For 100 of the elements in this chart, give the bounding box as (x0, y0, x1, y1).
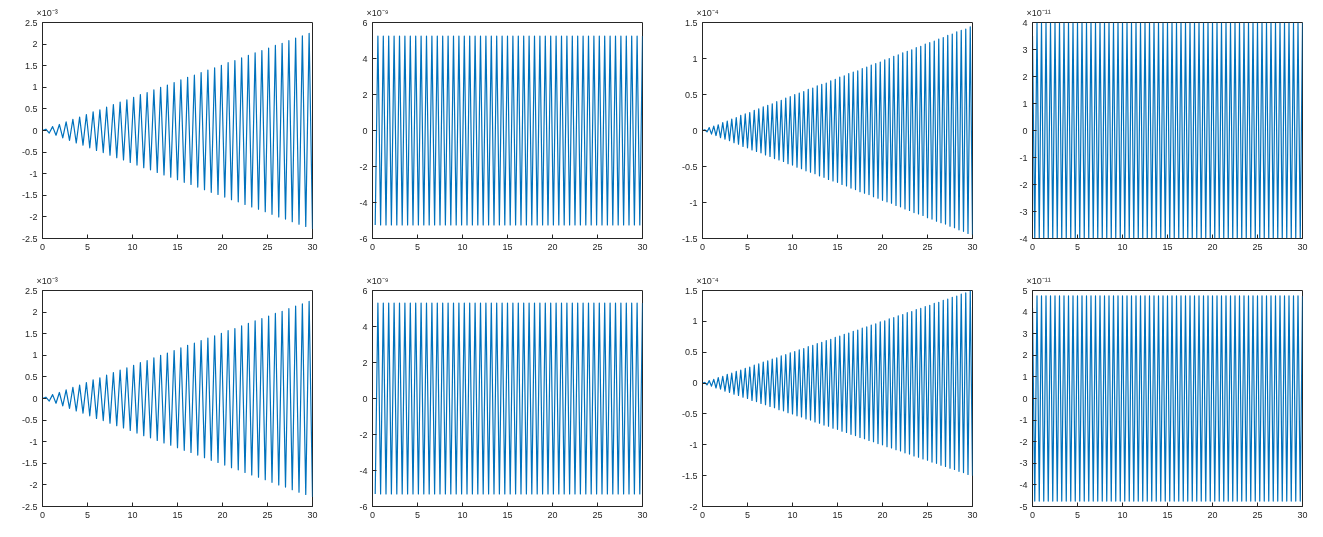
x-tick-label: 30 (307, 509, 318, 520)
x-tick-label: 5 (745, 509, 751, 520)
y-tick-label: 0 (362, 393, 368, 404)
x-tick-label: 20 (217, 241, 228, 252)
text: ×10⁻³ (36, 275, 58, 286)
x-tick-label: 0 (370, 509, 376, 520)
x-tick-label: 15 (172, 509, 183, 520)
y-tick-label: 4 (362, 321, 368, 332)
text: ×10⁻⁴ (696, 7, 719, 18)
x-tick-label: 30 (307, 241, 318, 252)
x-tick-label: 20 (1207, 241, 1218, 252)
x-tick-label: 25 (262, 509, 273, 520)
x-tick-label: 0 (370, 241, 376, 252)
y-tick-label: -0.5 (21, 415, 38, 426)
y-tick-label: -2 (359, 161, 368, 172)
x-tick-label: 15 (832, 509, 843, 520)
x-tick-label: 25 (592, 509, 603, 520)
y-tick-label: 2.5 (24, 17, 38, 28)
y-tick-label: 1 (692, 316, 698, 327)
x-tick-label: 10 (787, 509, 798, 520)
y-tick-label: 0.5 (684, 89, 698, 100)
x-tick-label: 0 (40, 509, 46, 520)
x-tick-label: 20 (547, 241, 558, 252)
y-tick-label: -2 (359, 429, 368, 440)
y-tick-label: 1 (32, 350, 38, 361)
y-tick-label: 1.5 (24, 328, 38, 339)
y-tick-label: 3 (1022, 44, 1028, 55)
x-tick-label: 25 (1252, 509, 1263, 520)
y-tick-label: 1.5 (684, 17, 698, 28)
x-tick-label: 20 (877, 509, 888, 520)
x-tick-label: 0 (700, 509, 706, 520)
x-tick-label: 15 (502, 241, 513, 252)
y-tick-label: 0 (1022, 125, 1028, 136)
x-tick-label: 25 (262, 241, 273, 252)
y-tick-label: 1.5 (684, 285, 698, 296)
y-tick-label: 2.5 (24, 285, 38, 296)
y-tick-label: 2 (362, 89, 368, 100)
x-tick-label: 30 (967, 241, 978, 252)
x-tick-label: 5 (1075, 509, 1081, 520)
x-tick-label: 0 (1030, 241, 1036, 252)
y-tick-label: -2 (29, 479, 38, 490)
y-tick-label: -4 (1019, 233, 1028, 244)
y-tick-label: 4 (1022, 307, 1028, 318)
y-tick-label: -1 (29, 436, 38, 447)
x-tick-label: 5 (85, 509, 91, 520)
y-tick-label: -6 (359, 233, 368, 244)
y-tick-label: -5 (1019, 501, 1028, 512)
y-tick-label: -1.5 (681, 470, 698, 481)
y-tick-label: 2 (362, 357, 368, 368)
y-tick-label: 2 (1022, 350, 1028, 361)
x-tick-label: 10 (1117, 241, 1128, 252)
x-tick-label: 0 (40, 241, 46, 252)
y-tick-label: 0 (362, 125, 368, 136)
x-tick-label: 15 (1162, 509, 1173, 520)
y-tick-label: 0 (1022, 393, 1028, 404)
x-tick-label: 15 (1162, 241, 1173, 252)
y-tick-label: -2.5 (21, 501, 38, 512)
x-tick-label: 25 (592, 241, 603, 252)
y-tick-label: -1 (1019, 152, 1028, 163)
x-tick-label: 15 (832, 241, 843, 252)
y-tick-label: -2.5 (21, 233, 38, 244)
y-tick-label: -1 (689, 439, 698, 450)
x-tick-label: 30 (637, 241, 648, 252)
y-tick-label: 0.5 (684, 347, 698, 358)
y-tick-label: 4 (1022, 17, 1028, 28)
x-tick-label: 25 (1252, 241, 1263, 252)
x-tick-label: 15 (502, 509, 513, 520)
text: ×10⁻¹¹ (1026, 7, 1051, 18)
x-tick-label: 0 (700, 241, 706, 252)
x-tick-label: 20 (1207, 509, 1218, 520)
y-tick-label: -4 (359, 465, 368, 476)
x-tick-label: 20 (547, 509, 558, 520)
x-tick-label: 10 (127, 509, 138, 520)
y-tick-label: 2 (1022, 71, 1028, 82)
y-tick-label: 0.5 (24, 371, 38, 382)
y-tick-label: 0 (692, 378, 698, 389)
y-tick-label: -6 (359, 501, 368, 512)
text: ×10⁻³ (36, 7, 58, 18)
y-tick-label: 3 (1022, 328, 1028, 339)
x-tick-label: 20 (877, 241, 888, 252)
y-tick-label: 2 (32, 39, 38, 50)
x-tick-label: 10 (457, 509, 468, 520)
y-tick-label: -1 (689, 197, 698, 208)
text: ×10⁻⁴ (696, 275, 719, 286)
x-tick-label: 25 (922, 241, 933, 252)
x-tick-label: 5 (415, 241, 421, 252)
y-tick-label: 6 (362, 285, 368, 296)
y-tick-label: -1.5 (21, 458, 38, 469)
y-tick-label: 1.5 (24, 60, 38, 71)
x-tick-label: 30 (637, 509, 648, 520)
y-tick-label: 0.5 (24, 103, 38, 114)
y-tick-label: -4 (1019, 479, 1028, 490)
y-tick-label: -0.5 (681, 408, 698, 419)
x-tick-label: 30 (967, 509, 978, 520)
y-tick-label: -0.5 (21, 147, 38, 158)
x-tick-label: 30 (1297, 241, 1308, 252)
y-tick-label: 1 (1022, 371, 1028, 382)
y-tick-label: -2 (1019, 436, 1028, 447)
y-tick-label: 2 (32, 307, 38, 318)
y-tick-label: 0 (32, 125, 38, 136)
